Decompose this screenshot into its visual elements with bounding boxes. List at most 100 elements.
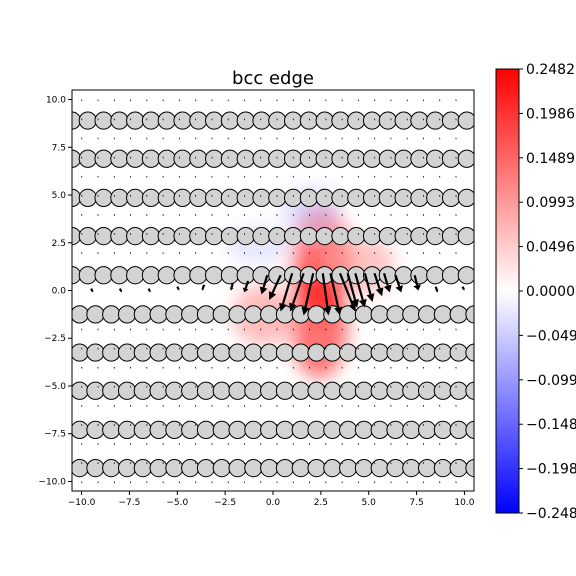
atom (220, 266, 240, 285)
atom (72, 458, 89, 478)
arrow-head (242, 287, 249, 293)
atom (157, 111, 176, 130)
y-tick-label: 5.0 (52, 191, 67, 201)
arrow-head (395, 285, 404, 293)
arrow-shaft (363, 273, 372, 295)
atom (315, 188, 334, 208)
atom (196, 458, 216, 478)
atom (316, 72, 333, 89)
atom (86, 343, 105, 362)
atom (260, 381, 279, 400)
atom (268, 149, 287, 168)
atom (117, 458, 137, 478)
atom (441, 149, 461, 168)
x-tick-label: −10.0 (68, 498, 96, 508)
atom (236, 266, 255, 285)
atom (110, 266, 129, 285)
atom (465, 305, 474, 324)
atom (370, 343, 389, 362)
atom (236, 149, 255, 168)
atom (181, 458, 200, 478)
atom (189, 111, 208, 130)
atom (291, 381, 310, 400)
atom (236, 188, 255, 208)
arrow-shaft (346, 273, 357, 301)
atom (354, 381, 374, 400)
atom (205, 226, 224, 246)
atom (442, 72, 459, 89)
atom (307, 305, 326, 324)
atom (331, 188, 350, 208)
atom (117, 343, 137, 362)
atom (260, 305, 279, 324)
atom (133, 305, 152, 324)
atom (347, 111, 366, 130)
atom (426, 111, 445, 130)
displacement-arrow (147, 288, 151, 293)
atom (94, 149, 113, 168)
atom (449, 458, 468, 478)
atom (378, 149, 397, 168)
atom (339, 343, 358, 362)
atom (323, 343, 342, 362)
y-tick-label: 7.5 (52, 143, 66, 153)
atom (212, 305, 231, 324)
atom (347, 188, 366, 208)
y-tick-label: −7.5 (44, 430, 66, 440)
atom (402, 381, 421, 400)
atom (196, 305, 216, 324)
atom (417, 381, 437, 400)
atom (189, 188, 208, 208)
arrow-head (289, 302, 297, 312)
atom (410, 226, 429, 246)
atom (331, 111, 350, 130)
displacement-arrow (338, 272, 357, 312)
atom (149, 420, 168, 440)
x-tick-label: 2.5 (314, 498, 328, 508)
atom (378, 266, 397, 285)
arrow-shaft (394, 274, 401, 287)
atom (402, 305, 421, 324)
arrow-head (259, 286, 268, 295)
atom (394, 111, 413, 130)
arrow-head (177, 288, 180, 291)
atom (133, 381, 152, 400)
y-tick-label: 0.0 (52, 287, 67, 297)
atom (362, 149, 382, 168)
atom (426, 226, 445, 246)
atom (196, 420, 216, 440)
x-tick-label: −7.5 (118, 498, 140, 508)
atom (165, 420, 184, 440)
chart-title: bcc edge (232, 68, 314, 89)
atom (378, 111, 397, 130)
arrow-shaft (304, 273, 315, 308)
atom (441, 111, 461, 130)
atom (417, 420, 437, 440)
atom (95, 72, 112, 89)
atom (174, 72, 191, 89)
atom (331, 226, 350, 246)
arrow-shaft (291, 272, 305, 305)
colorbar-tick-label: 0.2482 (526, 62, 575, 78)
plot-area: −10.0 −7.5 −5.0 −2.5 0.0 2.5 5.0 7.5 10.0 10.0 7.… (38, 72, 475, 508)
atom (126, 188, 145, 208)
x-tick-label: 7.5 (409, 498, 423, 508)
atom (402, 458, 421, 478)
colorbar-tick-label: −0.2482 (526, 506, 576, 522)
atom (117, 420, 137, 440)
atom (220, 226, 240, 246)
atom (386, 458, 405, 478)
displacement-arrow (373, 272, 384, 297)
atom (78, 266, 97, 285)
atom (181, 420, 200, 440)
arrow-head (301, 306, 310, 316)
atom (252, 266, 271, 285)
atom (78, 188, 97, 208)
atom (126, 111, 145, 130)
atom (299, 226, 319, 246)
atom (465, 381, 474, 400)
atom (457, 111, 474, 130)
atom (228, 420, 247, 440)
atom (173, 266, 192, 285)
atom (244, 458, 263, 478)
